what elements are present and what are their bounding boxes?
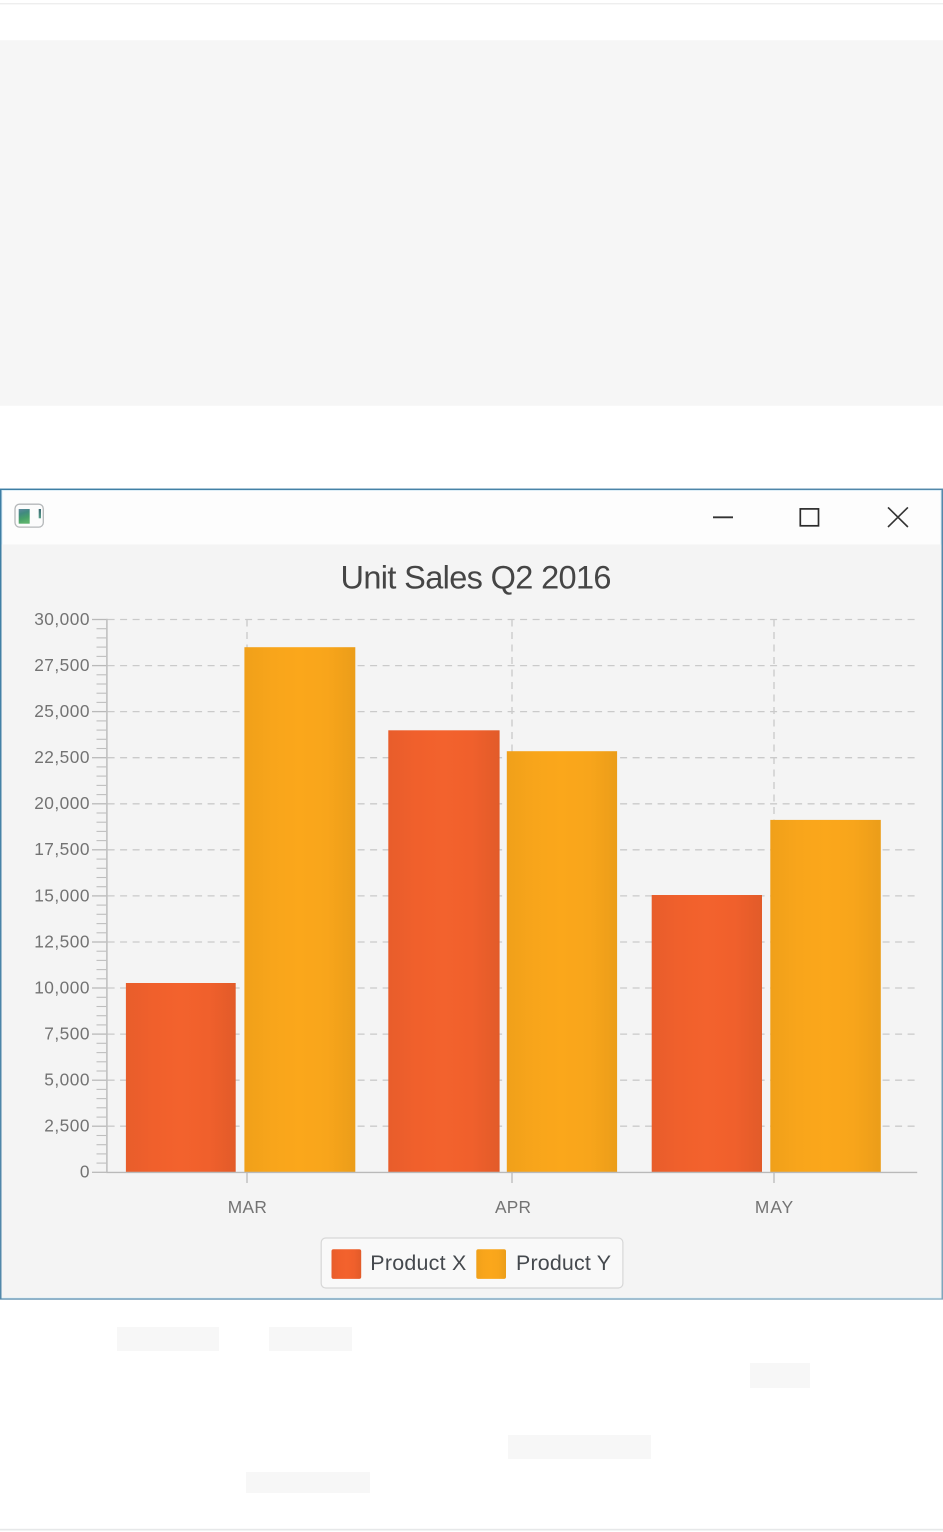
svg-text:12,500: 12,500 [34, 931, 89, 951]
svg-text:17,500: 17,500 [34, 839, 89, 859]
svg-text:Product Y: Product Y [516, 1251, 611, 1275]
svg-text:MAY: MAY [755, 1197, 794, 1217]
svg-text:Product X: Product X [370, 1251, 466, 1275]
svg-text:MAR: MAR [228, 1197, 267, 1217]
svg-text:2,500: 2,500 [44, 1116, 89, 1136]
svg-text:0: 0 [80, 1162, 90, 1182]
svg-text:7,500: 7,500 [44, 1024, 89, 1044]
svg-text:22,500: 22,500 [34, 747, 89, 767]
svg-text:5,000: 5,000 [44, 1070, 89, 1090]
svg-text:25,000: 25,000 [34, 701, 89, 721]
svg-text:15,000: 15,000 [34, 885, 89, 905]
svg-text:10,000: 10,000 [34, 977, 89, 997]
svg-text:30,000: 30,000 [34, 609, 89, 629]
svg-text:APR: APR [495, 1197, 531, 1217]
svg-text:20,000: 20,000 [34, 793, 89, 813]
svg-text:Unit Sales Q2 2016: Unit Sales Q2 2016 [341, 560, 612, 596]
svg-text:27,500: 27,500 [34, 655, 89, 675]
